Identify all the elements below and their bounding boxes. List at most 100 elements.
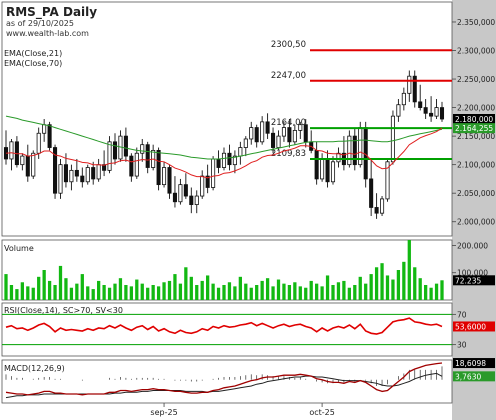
candle (14, 136, 19, 168)
rsi-tick-label: 30 (457, 341, 467, 350)
candle-body-down (102, 164, 107, 171)
volume-bar (64, 278, 68, 300)
candle-body-up (407, 75, 412, 94)
rsi-last-badge-text: 53,6000 (455, 322, 486, 331)
volume-bar (255, 285, 259, 300)
volume-bar (167, 280, 172, 300)
candle-body-up (85, 167, 90, 183)
candle (211, 156, 216, 191)
volume-bar (151, 285, 155, 300)
candle-body-down (63, 164, 68, 183)
candle-body-up (232, 155, 237, 166)
volume-bar (107, 287, 112, 300)
ema-last-badge-text: 2.164,255 (455, 124, 493, 133)
candle-body-up (238, 147, 243, 157)
candle (221, 147, 227, 171)
candle (298, 121, 303, 139)
candle-body-down (227, 152, 232, 166)
candle (85, 164, 90, 185)
candle-body-down (156, 149, 161, 186)
candle (336, 147, 341, 168)
candle (69, 164, 74, 191)
candle (439, 101, 445, 122)
rsi-last-badge (453, 321, 495, 332)
candle-body-down (91, 167, 96, 180)
candle (200, 170, 205, 199)
volume-bar (80, 274, 84, 300)
candle-body-up (178, 184, 183, 203)
candle-body-up (211, 158, 216, 188)
candle-body-up (221, 152, 227, 168)
volume-tick-label: 200.000 (457, 241, 488, 250)
candle (189, 187, 194, 214)
volume-bar (124, 285, 128, 300)
candle-body-down (53, 147, 58, 194)
volume-bar (156, 286, 161, 300)
candle-body-down (74, 169, 79, 177)
volume-bar (47, 280, 52, 300)
candle-body-up (396, 104, 401, 117)
site-link[interactable]: www.wealth-lab.com (6, 29, 89, 38)
candle-body-down (369, 178, 374, 208)
volume-last-badge-text: 72.235 (455, 276, 481, 285)
last-close-badge-text: 2.180,000 (455, 115, 493, 124)
volume-bar (364, 283, 368, 300)
candle-body-up (200, 175, 205, 197)
macd-last-badge-text: 18,6098 (455, 359, 486, 368)
candle (238, 141, 243, 165)
candle-body-down (205, 175, 210, 188)
candle (107, 136, 112, 174)
volume-bar (320, 286, 324, 300)
volume-bar (178, 283, 183, 300)
volume-bar (331, 285, 335, 300)
volume-bar (97, 280, 101, 300)
candle (232, 150, 237, 174)
level-label: 2247,00 (271, 71, 306, 81)
volume-bar (336, 282, 341, 300)
volume-bar (37, 276, 41, 300)
price-tick-label: 2.250,000 (457, 75, 495, 84)
volume-bar (369, 274, 373, 300)
candle (42, 119, 47, 142)
candle (412, 70, 417, 108)
volume-bar (347, 287, 351, 300)
candle-body-down (172, 192, 177, 203)
volume-bar (418, 278, 422, 300)
rsi-tick-label: 70 (457, 310, 467, 319)
candle-body-down (352, 135, 357, 166)
volume-bar (189, 276, 193, 300)
candle (330, 156, 336, 185)
candle (123, 127, 128, 162)
volume-bar (287, 285, 292, 300)
level-label: 2164,00 (271, 118, 306, 128)
candle-body-down (287, 127, 292, 143)
candle (254, 124, 259, 148)
candle-body-down (112, 141, 118, 160)
candle (3, 130, 9, 165)
candle-body-down (374, 207, 379, 214)
volume-panel-frame (1, 239, 453, 301)
volume-bar (86, 286, 90, 300)
volume-title: Volume (4, 244, 34, 253)
volume-bar (113, 283, 117, 300)
candle-body-up (31, 152, 36, 177)
candle (140, 138, 145, 162)
candle (9, 138, 14, 171)
candle-body-up (69, 169, 74, 183)
volume-bar (140, 283, 144, 300)
volume-bar (31, 287, 35, 300)
candle (216, 150, 221, 174)
volume-tick-label: 100.000 (457, 269, 488, 278)
price-tick-label: 2.300,000 (457, 47, 495, 56)
candle-body-up (281, 127, 286, 137)
candle-body-up (107, 141, 112, 171)
ema21-label: EMA(Close,21) (4, 49, 62, 58)
candle (167, 164, 172, 199)
volume-bar (53, 285, 57, 300)
volume-bar (385, 275, 390, 300)
price-tick-label: 2.150,000 (457, 132, 495, 141)
volume-bar (42, 270, 46, 300)
candle (325, 150, 330, 188)
price-axis-strip (452, 0, 496, 420)
candle (418, 84, 423, 111)
